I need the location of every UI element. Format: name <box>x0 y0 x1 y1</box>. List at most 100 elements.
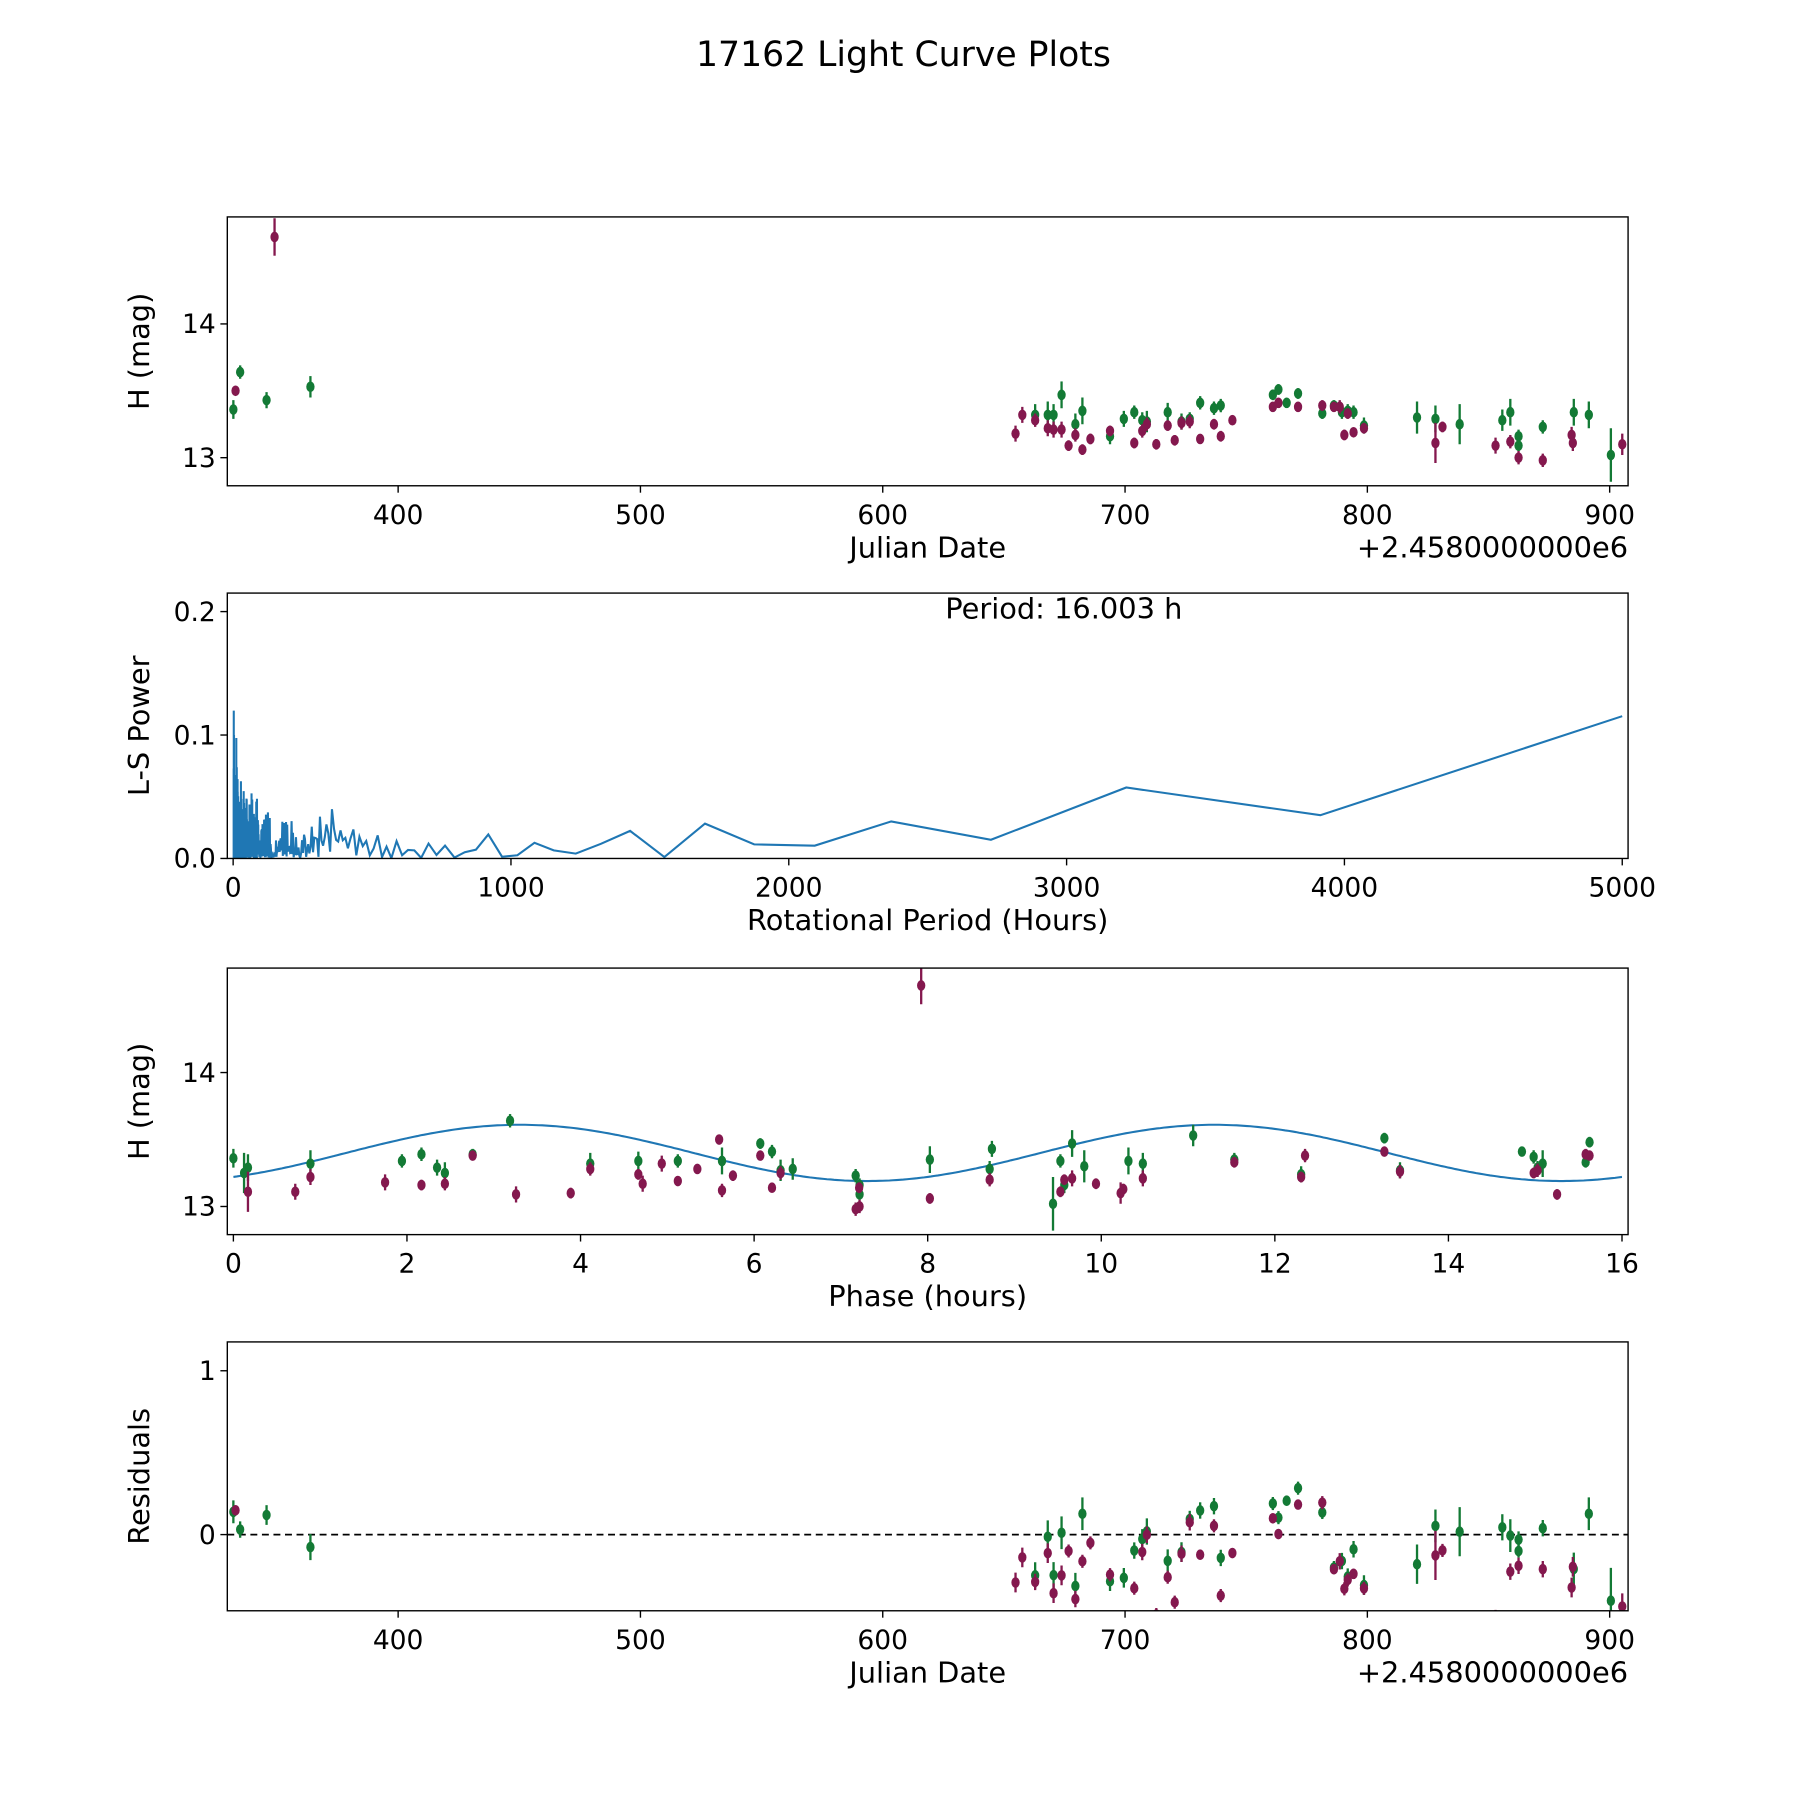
data-point-green <box>1431 1520 1440 1532</box>
axes-frame <box>226 592 1629 860</box>
data-point-green <box>1049 409 1058 421</box>
x-axis-label: Julian Date <box>847 530 1006 564</box>
data-point-green <box>1048 1198 1058 1210</box>
data-point-purple <box>1343 1574 1352 1586</box>
data-point-green <box>1514 1534 1523 1545</box>
data-point-purple <box>1293 401 1303 413</box>
data-point-green <box>306 381 315 393</box>
x-tick-label: 4 <box>572 1249 589 1280</box>
data-point-purple <box>717 1185 727 1196</box>
data-point-green <box>1569 406 1578 418</box>
data-point-purple <box>634 1169 643 1180</box>
figure-title: 17162 Light Curve Plots <box>696 35 1111 75</box>
data-point-purple <box>1056 1186 1065 1198</box>
data-point-purple <box>231 385 240 397</box>
data-point-purple <box>776 1167 785 1179</box>
data-point-purple <box>925 1193 935 1204</box>
data-point-green <box>1043 409 1052 421</box>
x-tick-label: 700 <box>1100 1625 1151 1656</box>
data-point-purple <box>1011 428 1020 439</box>
x-axis-label: Rotational Period (Hours) <box>747 903 1108 937</box>
data-point-purple <box>1343 408 1352 419</box>
plot-area <box>227 1294 1629 1625</box>
data-point-purple <box>1300 1150 1310 1161</box>
x-tick-label: 600 <box>857 1625 908 1656</box>
x-tick-label: 400 <box>373 500 424 531</box>
data-point-green <box>229 404 238 415</box>
data-point-green <box>1078 1508 1087 1520</box>
data-point-purple <box>1335 401 1344 413</box>
data-point-purple <box>1568 1561 1577 1573</box>
axes-frame <box>226 1341 1629 1612</box>
data-point-purple <box>693 1163 702 1175</box>
period-annotation: Period: 16.003 h <box>945 591 1182 625</box>
x-tick-label: 600 <box>857 500 908 531</box>
y-tick-label: 0.2 <box>174 597 216 628</box>
data-point-purple <box>417 1179 426 1191</box>
data-point-green <box>788 1163 797 1175</box>
data-point-green <box>1138 1158 1147 1169</box>
data-point-purple <box>1185 416 1194 427</box>
data-point-green <box>1268 1498 1278 1509</box>
y-axis-label: H (mag) <box>122 1043 156 1160</box>
data-point-purple <box>1552 1189 1562 1200</box>
data-point-green <box>1584 1508 1593 1520</box>
data-point-purple <box>1105 425 1115 437</box>
data-point-purple <box>1170 1596 1179 1608</box>
data-point-purple <box>270 1294 278 1305</box>
data-point-purple <box>1130 437 1139 449</box>
data-point-purple <box>231 1504 240 1516</box>
axes-frame <box>226 967 1629 1236</box>
x-tick-label: 900 <box>1584 500 1635 531</box>
data-point-green <box>1506 1530 1515 1541</box>
periodogram-line <box>232 710 1623 859</box>
data-point-green <box>1506 406 1515 418</box>
data-point-green <box>235 1524 245 1535</box>
data-point-purple <box>1438 421 1447 433</box>
data-point-purple <box>1618 1601 1627 1611</box>
x-tick-label: 5000 <box>1589 873 1656 904</box>
data-point-green <box>1318 408 1327 419</box>
data-point-purple <box>1043 1547 1052 1559</box>
y-axis-label: Residuals <box>122 1408 156 1545</box>
data-point-green <box>1606 1595 1616 1607</box>
data-point-green <box>505 1115 515 1127</box>
data-point-purple <box>468 1150 477 1161</box>
data-point-purple <box>1078 444 1087 455</box>
data-point-green <box>1056 1155 1065 1167</box>
data-point-purple <box>1491 1614 1499 1625</box>
data-point-green <box>1412 1558 1422 1570</box>
x-tick-label: 700 <box>1100 500 1151 531</box>
data-point-green <box>262 1509 271 1521</box>
data-point-purple <box>1359 1583 1369 1594</box>
data-point-purple <box>657 1158 666 1169</box>
data-point-green <box>634 1155 643 1167</box>
data-point-purple <box>1340 429 1349 441</box>
data-point-green <box>1071 418 1080 430</box>
data-point-purple <box>1359 422 1369 434</box>
data-point-green <box>1282 1495 1291 1507</box>
data-point-green <box>1514 440 1523 451</box>
data-point-purple <box>1216 1590 1225 1601</box>
data-point-purple <box>291 1186 300 1198</box>
data-point-green <box>1216 1552 1225 1564</box>
data-point-green <box>306 1541 315 1553</box>
data-point-purple <box>1216 430 1225 442</box>
data-point-purple <box>1060 1174 1069 1186</box>
data-point-green <box>1282 397 1291 409</box>
data-point-purple <box>1116 1187 1125 1199</box>
x-tick-label: 8 <box>919 1249 936 1280</box>
data-point-purple <box>1071 429 1080 441</box>
data-point-green <box>1380 1132 1389 1144</box>
x-tick-label: 2 <box>399 1249 416 1280</box>
data-point-green <box>1071 1580 1080 1592</box>
data-point-green <box>1498 414 1507 426</box>
data-point-purple <box>1071 1593 1080 1605</box>
data-point-green <box>987 1143 997 1155</box>
data-point-green <box>1349 1543 1358 1555</box>
y-axis-label: H (mag) <box>122 293 156 410</box>
x-axis-label: Julian Date <box>847 1655 1006 1689</box>
data-point-purple <box>511 1189 521 1200</box>
data-point-purple <box>1018 1552 1027 1563</box>
